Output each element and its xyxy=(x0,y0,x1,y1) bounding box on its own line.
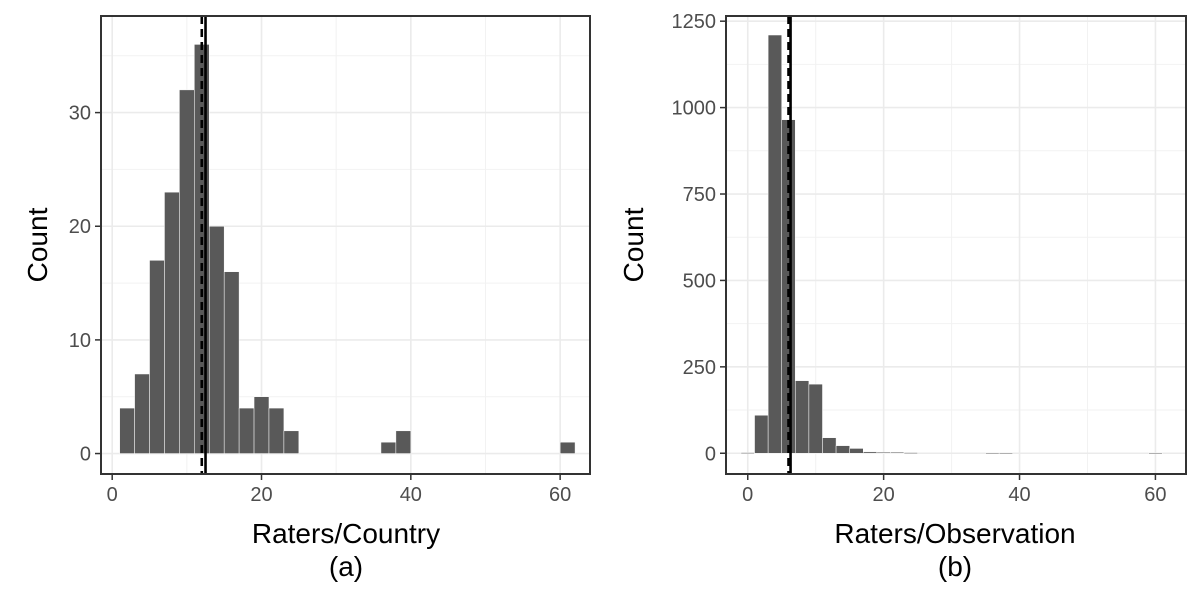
panel-b-histogram-bar xyxy=(822,437,837,454)
panel-b-histogram-bar xyxy=(835,445,850,454)
panel-b-histogram-bar xyxy=(985,452,1000,455)
panel-a-plot-area: 0 20 40 60 0 10 20 30 xyxy=(69,15,591,506)
panel-a-y-tick-label: 30 xyxy=(69,103,91,125)
panel-b-histogram-bar xyxy=(876,451,891,454)
panel-b-y-tick-label: 750 xyxy=(683,184,716,206)
panel-b-histogram-bar xyxy=(795,380,810,454)
panel-b-y-tick-label: 1000 xyxy=(672,98,717,120)
panel-b-histogram-bar xyxy=(781,119,796,454)
panel-b-x-axis-title: Raters/Observation xyxy=(834,518,1075,549)
panel-b-histogram-bar xyxy=(890,451,905,454)
panel-b-plot-area: 0 20 40 60 0 250 500 750 1000 1250 xyxy=(672,11,1187,506)
panel-b-x-tick-label: 60 xyxy=(1144,484,1166,506)
panel-a-histogram-bar xyxy=(253,396,270,454)
panel-a-histogram-bar xyxy=(395,430,412,454)
panel-a-histogram-bar xyxy=(559,441,576,454)
panel-a-histogram-bar xyxy=(223,271,240,454)
panel-a-histogram-bar xyxy=(238,407,255,454)
panel-b-y-tick-label: 250 xyxy=(683,357,716,379)
panel-a-histogram-bar xyxy=(134,373,150,454)
panel-b-histogram-bar xyxy=(998,452,1013,455)
panel-a-histogram-bar xyxy=(194,44,210,454)
panel-a-histogram-bar xyxy=(119,407,135,454)
panel-b-y-tick-label: 1250 xyxy=(672,11,717,33)
panel-a-histogram-bar xyxy=(283,430,300,454)
panel-a-x-tick-label: 20 xyxy=(250,484,272,506)
panel-b-x-tick-label: 20 xyxy=(873,484,895,506)
panel-a-border xyxy=(100,15,591,475)
panel-a-x-tick-label: 0 xyxy=(107,484,118,506)
panel-b-y-tick-label: 500 xyxy=(683,270,716,292)
panel-b-y-axis-title: Count xyxy=(618,207,649,282)
panel-a-histogram-bar xyxy=(380,441,397,454)
panel-a-histogram-bar xyxy=(209,225,225,454)
panel-b-histogram-bar xyxy=(863,451,878,454)
panel-a-x-tick-label: 60 xyxy=(549,484,571,506)
panel-b-border xyxy=(725,15,1187,475)
panel-a-histogram-bar xyxy=(149,260,165,454)
panel-a-x-axis-title: Raters/Country xyxy=(252,518,440,549)
panel-a-caption: (a) xyxy=(329,551,363,582)
panel-a-x-tick-label: 40 xyxy=(400,484,422,506)
panel-a-histogram-bar xyxy=(164,191,180,454)
panel-a: 0 20 40 60 0 10 20 30 Count Raters/Country (a) xyxy=(22,15,591,582)
panel-a-y-axis-title: Count xyxy=(22,207,53,282)
panel-b-y-tick-label: 0 xyxy=(705,443,716,465)
panel-b-histogram-bar xyxy=(849,448,864,454)
panel-a-y-tick-label: 10 xyxy=(69,330,91,352)
panel-b-caption: (b) xyxy=(938,551,972,582)
panel-b-x-tick-label: 40 xyxy=(1008,484,1030,506)
panel-b-histogram-bar xyxy=(767,34,782,454)
panel-b: 0 20 40 60 0 250 500 750 1000 1250 Count Raters/O… xyxy=(618,11,1187,582)
panel-a-y-tick-label: 0 xyxy=(80,444,91,466)
panel-a-y-tick-label: 20 xyxy=(69,216,91,238)
panel-b-histogram-bar xyxy=(808,383,823,454)
panel-b-histogram-bar xyxy=(754,414,769,454)
panel-a-histogram-bar xyxy=(268,407,285,454)
panel-b-histogram-bar xyxy=(1148,452,1163,455)
panel-b-histogram-bar xyxy=(903,452,918,454)
panel-b-x-tick-label: 0 xyxy=(742,484,753,506)
panel-a-histogram-bar xyxy=(179,89,195,454)
panel-b-histogram-bar xyxy=(740,452,755,454)
